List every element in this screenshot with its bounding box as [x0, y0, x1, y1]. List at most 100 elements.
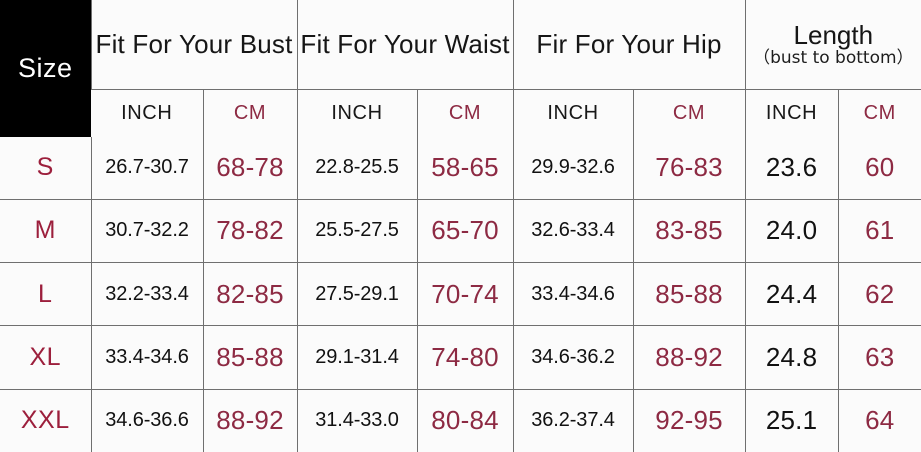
cell-waist-cm-value: 74-80 — [431, 342, 499, 373]
cell-hip-inch: 34.6-36.2 — [512, 325, 634, 390]
cell-waist-inch: 29.1-31.4 — [296, 325, 418, 390]
cell-bust-inch: 34.6-36.6 — [90, 388, 204, 452]
cell-length-cm: 61 — [837, 198, 921, 264]
unit-header-waist-inch: INCH — [296, 89, 418, 137]
size-corner-cell: Size — [0, 0, 91, 137]
cell-bust-cm-value: 68-78 — [216, 152, 284, 183]
cell-length-inch-value: 24.8 — [765, 342, 818, 373]
cell-length-inch-value: 24.4 — [765, 278, 818, 309]
group-header-bust-label: Fit For Your Bust — [95, 29, 293, 60]
group-header-row: Size Fit For Your Bust Fit For Your Wais… — [0, 0, 921, 137]
size-chart-body: S 26.7-30.7 68-78 22.8-25.5 58-65 29.9-32.6 76… — [0, 136, 921, 452]
cell-hip-cm: 88-92 — [632, 325, 746, 390]
unit-header-length-inch: INCH — [744, 89, 839, 137]
table-row: XXL 34.6-36.6 88-92 31.4-33.0 80-84 36.2-37.4… — [0, 388, 921, 452]
cell-waist-inch-value: 31.4-33.0 — [315, 409, 399, 432]
cell-length-inch: 23.6 — [744, 136, 839, 200]
cell-hip-cm-value: 85-88 — [655, 278, 723, 309]
table-row: L 32.2-33.4 82-85 27.5-29.1 70-74 33.4-34.6 85… — [0, 262, 921, 327]
cell-waist-cm: 70-74 — [416, 262, 514, 327]
cell-bust-cm: 82-85 — [202, 262, 298, 327]
cell-bust-cm-value: 88-92 — [216, 405, 284, 436]
cell-hip-inch-value: 29.9-32.6 — [531, 156, 615, 179]
cell-waist-inch: 25.5-27.5 — [296, 198, 418, 264]
cell-length-cm-value: 60 — [865, 152, 895, 183]
cell-length-cm-value: 61 — [865, 215, 895, 246]
group-header-hip: Fir For Your Hip — [512, 0, 746, 91]
size-label-cell: S — [0, 136, 92, 200]
cell-waist-cm-value: 58-65 — [431, 152, 499, 183]
size-label: L — [38, 279, 53, 308]
unit-header-bust-inch-label: INCH — [121, 102, 173, 124]
cell-bust-cm-value: 78-82 — [216, 215, 284, 246]
cell-bust-inch-value: 34.6-36.6 — [105, 409, 189, 432]
cell-bust-inch-value: 30.7-32.2 — [105, 219, 189, 242]
cell-length-inch: 24.8 — [744, 325, 839, 390]
cell-hip-cm-value: 76-83 — [655, 152, 723, 183]
unit-header-row: INCH CM INCH CM INCH CM INCH CM — [0, 89, 921, 137]
cell-hip-inch: 36.2-37.4 — [512, 388, 634, 452]
unit-header-bust-cm-label: CM — [233, 102, 267, 124]
cell-waist-inch-value: 22.8-25.5 — [315, 156, 399, 179]
cell-bust-inch: 32.2-33.4 — [90, 262, 204, 327]
cell-hip-inch-value: 32.6-33.4 — [531, 219, 615, 242]
group-header-length-sublabel: （bust to bottom） — [753, 47, 914, 68]
cell-hip-cm-value: 83-85 — [655, 215, 723, 246]
unit-header-waist-cm-label: CM — [448, 102, 482, 124]
cell-length-inch-value: 24.0 — [765, 215, 818, 246]
unit-header-length-cm: CM — [837, 89, 921, 137]
cell-length-cm: 60 — [837, 136, 921, 200]
group-header-waist-label: Fit For Your Waist — [300, 29, 510, 60]
cell-bust-inch: 26.7-30.7 — [90, 136, 204, 200]
size-label-cell: XL — [0, 325, 92, 390]
cell-hip-cm: 83-85 — [632, 198, 746, 264]
group-header-bust: Fit For Your Bust — [90, 0, 298, 91]
cell-hip-inch-value: 33.4-34.6 — [531, 282, 615, 305]
cell-length-inch: 24.0 — [744, 198, 839, 264]
table-row: M 30.7-32.2 78-82 25.5-27.5 65-70 32.6-33.4 83… — [0, 198, 921, 264]
cell-waist-cm: 80-84 — [416, 388, 514, 452]
cell-bust-inch-value: 26.7-30.7 — [105, 156, 189, 179]
cell-waist-inch: 27.5-29.1 — [296, 262, 418, 327]
cell-length-cm: 64 — [837, 388, 921, 452]
cell-length-cm: 63 — [837, 325, 921, 390]
unit-header-hip-inch: INCH — [512, 89, 634, 137]
cell-hip-cm: 85-88 — [632, 262, 746, 327]
group-header-length: Length （bust to bottom） — [744, 0, 921, 91]
cell-length-cm-value: 64 — [865, 405, 895, 436]
unit-header-bust-inch: INCH — [91, 89, 204, 137]
cell-hip-cm: 92-95 — [632, 388, 746, 452]
table-row: XL 33.4-34.6 85-88 29.1-31.4 74-80 34.6-36.2 8… — [0, 325, 921, 390]
cell-hip-inch-value: 36.2-37.4 — [531, 409, 615, 432]
cell-length-cm-value: 63 — [865, 342, 895, 373]
cell-waist-cm: 74-80 — [416, 325, 514, 390]
size-label: M — [34, 216, 56, 245]
cell-bust-cm: 68-78 — [202, 136, 298, 200]
cell-hip-inch-value: 34.6-36.2 — [531, 346, 615, 369]
size-label-cell: M — [0, 198, 92, 264]
size-label-cell: L — [0, 262, 92, 327]
cell-length-inch-value: 23.6 — [765, 152, 818, 183]
cell-hip-cm-value: 88-92 — [655, 342, 723, 373]
cell-length-inch: 24.4 — [744, 262, 839, 327]
cell-waist-inch-value: 27.5-29.1 — [315, 282, 399, 305]
table-row: S 26.7-30.7 68-78 22.8-25.5 58-65 29.9-32.6 76… — [0, 136, 921, 200]
cell-waist-inch: 31.4-33.0 — [296, 388, 418, 452]
size-label-cell: XXL — [0, 388, 92, 452]
cell-bust-inch: 33.4-34.6 — [90, 325, 204, 390]
cell-waist-inch-value: 25.5-27.5 — [315, 219, 399, 242]
size-label: XXL — [20, 406, 70, 435]
cell-waist-inch-value: 29.1-31.4 — [315, 346, 399, 369]
cell-bust-inch-value: 33.4-34.6 — [105, 346, 189, 369]
cell-waist-cm-value: 65-70 — [431, 215, 499, 246]
cell-bust-inch: 30.7-32.2 — [90, 198, 204, 264]
unit-header-bust-cm: CM — [202, 89, 298, 137]
cell-length-inch: 25.1 — [744, 388, 839, 452]
size-label: XL — [29, 343, 62, 372]
cell-length-cm-value: 62 — [865, 278, 895, 309]
unit-header-waist-inch-label: INCH — [331, 102, 383, 124]
cell-hip-inch: 29.9-32.6 — [512, 136, 634, 200]
cell-length-cm: 62 — [837, 262, 921, 327]
cell-hip-inch: 33.4-34.6 — [512, 262, 634, 327]
